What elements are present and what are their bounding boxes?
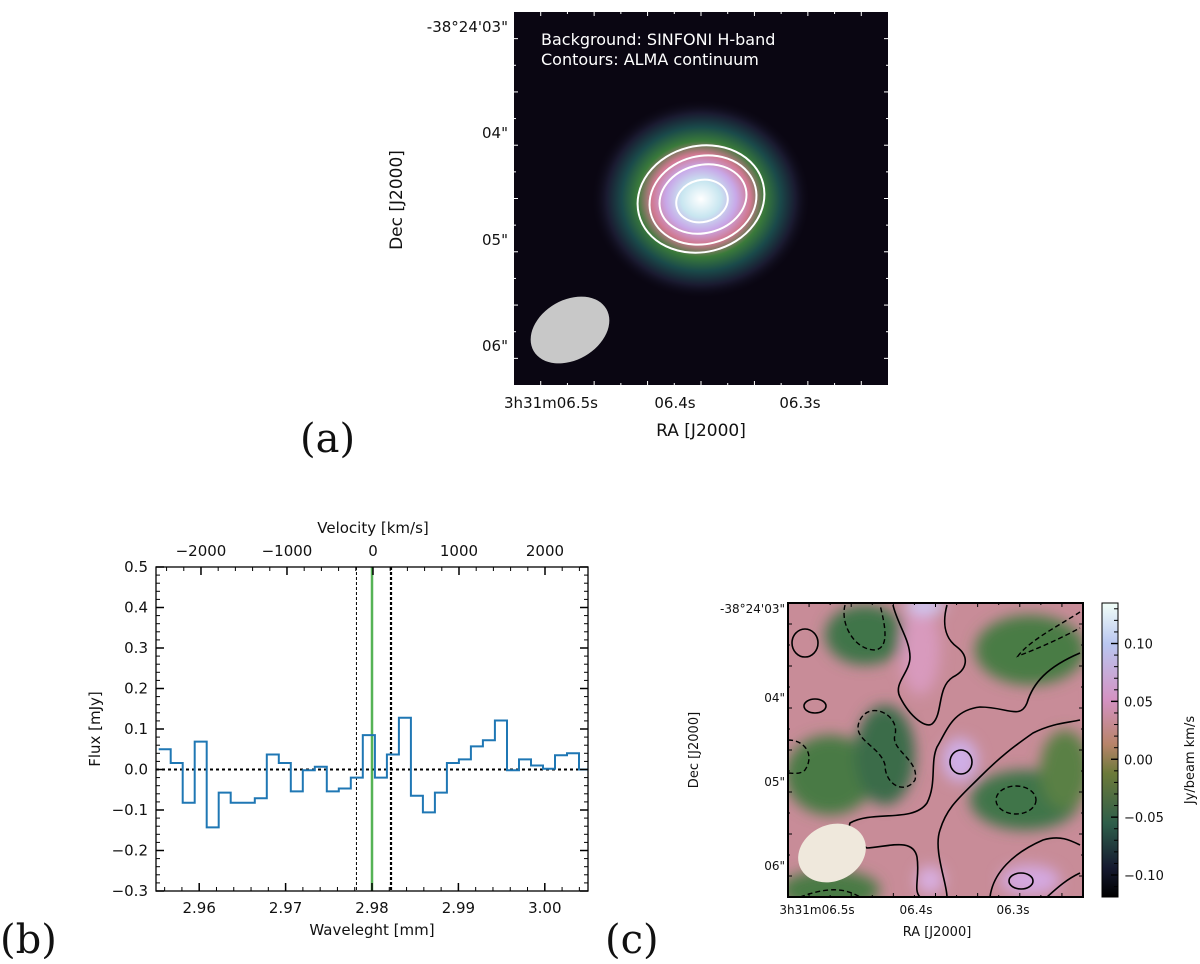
x-tick-label: 2.96 — [182, 899, 215, 917]
panel-a: Background: SINFONI H-band Contours: ALM… — [300, 12, 888, 462]
beam-ellipse — [798, 823, 866, 883]
panel-label-a: (a) — [300, 416, 355, 462]
panel-label-c: (c) — [605, 917, 659, 959]
ra-tick-label: 3h31m06.5s — [504, 394, 598, 412]
y-tick-label: 0.2 — [124, 680, 148, 698]
top-tick-label: −2000 — [176, 542, 227, 560]
ra-tick-label: 06.3s — [997, 903, 1030, 917]
y-tick-label: −0.1 — [112, 801, 148, 819]
colorbar-tick-label: −0.05 — [1124, 811, 1164, 826]
y-tick-label: −0.3 — [112, 882, 148, 900]
spectrum-plot: 2.96 2.97 2.98 2.99 3.00 −2000 −1000 0 1000 2000 −… — [112, 542, 588, 917]
ra-tick-label: 3h31m06.5s — [779, 903, 854, 917]
sinfoni-image — [514, 12, 888, 385]
colorbar: 0.10 0.05 0.00 −0.05 −0.10 Jy/beam km/s — [1101, 602, 1198, 898]
y-tick-label: 0.1 — [124, 720, 148, 738]
flux-axis-label: Flux [mJy] — [86, 691, 104, 767]
y-tick-label: 0.5 — [124, 558, 148, 576]
top-tick-label: 1000 — [440, 542, 478, 560]
wavelength-axis-label: Waveleght [mm] — [309, 921, 434, 939]
panel-b: 2.96 2.97 2.98 2.99 3.00 −2000 −1000 0 1000 2000 −… — [0, 519, 589, 963]
colorbar-tick-label: 0.00 — [1124, 753, 1153, 768]
panel-label-b: (b) — [0, 917, 57, 959]
x-tick-label: 2.97 — [269, 899, 302, 917]
top-tick-label: −1000 — [262, 542, 313, 560]
moment-map — [788, 603, 1083, 897]
plot-frame — [155, 566, 589, 892]
contours-negative — [788, 604, 1081, 897]
spectrum-line — [158, 716, 588, 829]
ra-axis-label: RA [J2000] — [656, 421, 746, 441]
ra-tick-label: 06.4s — [900, 903, 933, 917]
dec-axis-label: Dec [J2000] — [687, 712, 702, 788]
alma-contours — [636, 144, 766, 254]
x-tick-label: 2.99 — [442, 899, 475, 917]
colorbar-label: Jy/beam km/s — [1183, 716, 1198, 805]
ra-axis-label: RA [J2000] — [903, 925, 972, 940]
contours-positive — [791, 604, 1081, 897]
y-tick-label: 0.0 — [124, 761, 148, 779]
y-tick-label: 0.4 — [124, 599, 148, 617]
ra-tick-label: 06.4s — [654, 394, 695, 412]
colorbar-tick-label: 0.05 — [1124, 695, 1153, 710]
dec-tick-label: 06" — [482, 337, 508, 355]
ra-tick-label: 06.3s — [779, 394, 820, 412]
panel-c: -38°24'03" 04" 05" 06" 3h31m06.5s 06.4s … — [605, 602, 1198, 963]
top-tick-label: 0 — [368, 542, 378, 560]
dec-axis-label: Dec [J2000] — [387, 150, 407, 250]
dec-tick-label: 06" — [764, 859, 785, 873]
y-tick-label: 0.3 — [124, 639, 148, 657]
top-tick-label: 2000 — [526, 542, 564, 560]
beam-ellipse — [530, 296, 610, 364]
panel-c-ticks — [788, 603, 1083, 897]
annotation-contours: Contours: ALMA continuum — [541, 50, 759, 69]
dec-tick-label: -38°24'03" — [720, 602, 785, 616]
x-tick-label: 2.98 — [355, 899, 388, 917]
x-tick-label: 3.00 — [528, 899, 561, 917]
dec-tick-label: -38°24'03" — [427, 18, 508, 36]
y-tick-label: −0.2 — [112, 842, 148, 860]
panel-a-ticks — [514, 12, 888, 385]
dec-tick-label: 05" — [764, 775, 785, 789]
colorbar-ticks: 0.10 0.05 0.00 −0.05 −0.10 — [1111, 608, 1164, 888]
velocity-axis-label: Velocity [km/s] — [317, 519, 428, 537]
colorbar-tick-label: −0.10 — [1124, 869, 1164, 884]
dec-tick-label: 04" — [482, 124, 508, 142]
colorbar-tick-label: 0.10 — [1124, 638, 1153, 653]
annotation-background: Background: SINFONI H-band — [541, 30, 775, 49]
dec-tick-label: 05" — [482, 231, 508, 249]
dec-tick-label: 04" — [764, 691, 785, 705]
